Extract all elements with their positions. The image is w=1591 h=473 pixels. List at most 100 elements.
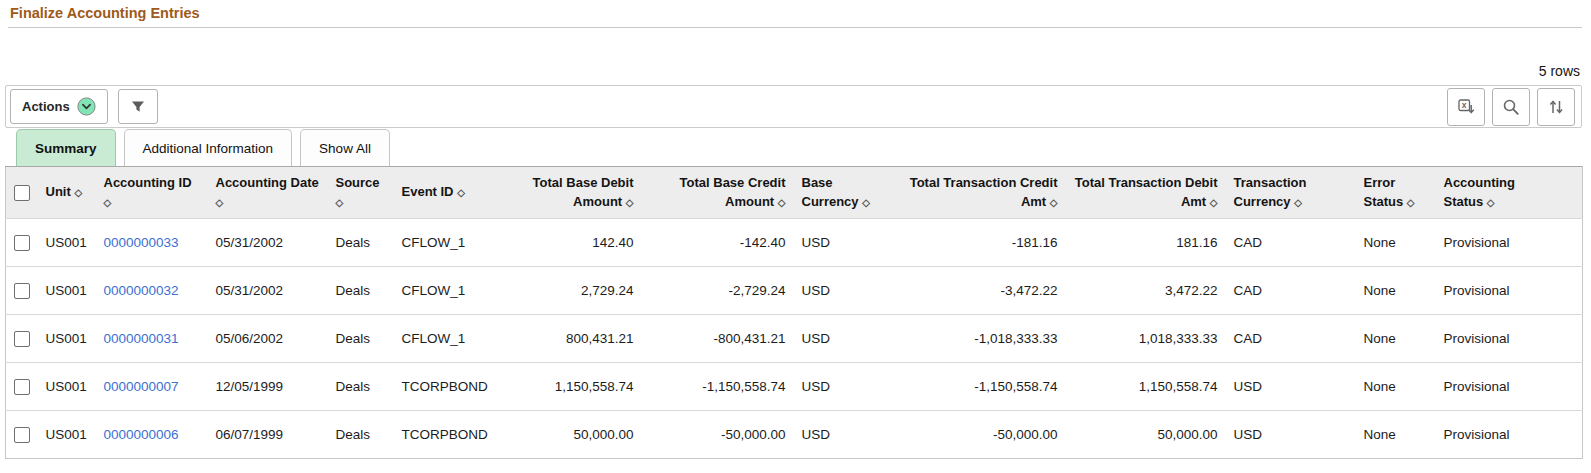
col-header-transaction-currency[interactable]: Transaction Currency ◇ bbox=[1226, 167, 1356, 219]
actions-button-label: Actions bbox=[22, 99, 70, 114]
cell-accounting-date: 06/07/1999 bbox=[208, 411, 328, 459]
sort-diamond-icon: ◇ bbox=[216, 197, 224, 208]
sort-diamond-icon: ◇ bbox=[1050, 197, 1058, 208]
cell-total-transaction-credit-amt: -1,150,558.74 bbox=[890, 363, 1066, 411]
cell-total-base-credit-amount: -50,000.00 bbox=[642, 411, 794, 459]
col-header-accounting-date[interactable]: Accounting Date ◇ bbox=[208, 167, 328, 219]
search-icon bbox=[1501, 97, 1521, 117]
row-select-checkbox[interactable] bbox=[14, 379, 30, 395]
cell-accounting-status: Provisional bbox=[1436, 267, 1560, 315]
col-header-base-currency[interactable]: Base Currency ◇ bbox=[794, 167, 890, 219]
row-select-checkbox[interactable] bbox=[14, 427, 30, 443]
cell-source: Deals bbox=[328, 363, 394, 411]
row-select-cell bbox=[6, 411, 38, 459]
filter-button[interactable] bbox=[118, 89, 158, 124]
cell-accounting-date: 05/31/2002 bbox=[208, 219, 328, 267]
col-header-error-status[interactable]: Error Status ◇ bbox=[1356, 167, 1436, 219]
row-select-checkbox[interactable] bbox=[14, 283, 30, 299]
sort-icon bbox=[1546, 97, 1566, 117]
search-button[interactable] bbox=[1492, 88, 1530, 126]
cell-accounting-status: Provisional bbox=[1436, 411, 1560, 459]
col-header-total-transaction-credit-amt[interactable]: Total Transaction Credit Amt ◇ bbox=[890, 167, 1066, 219]
row-select-cell bbox=[6, 267, 38, 315]
cell-accounting-id: 0000000006 bbox=[96, 411, 208, 459]
page-title: Finalize Accounting Entries bbox=[10, 5, 200, 21]
select-all-checkbox[interactable] bbox=[14, 185, 30, 201]
accounting-id-link[interactable]: 0000000006 bbox=[104, 427, 179, 442]
grid-tab-bar: SummaryAdditional InformationShow All bbox=[5, 129, 1582, 166]
cell-accounting-date: 12/05/1999 bbox=[208, 363, 328, 411]
cell-total-base-debit-amount: 50,000.00 bbox=[510, 411, 642, 459]
sort-diamond-icon: ◇ bbox=[778, 197, 786, 208]
grid-toolbar: Actions bbox=[5, 85, 1582, 128]
cell-total-transaction-credit-amt: -1,018,333.33 bbox=[890, 315, 1066, 363]
cell-event-id: TCORPBOND bbox=[394, 411, 510, 459]
row-select-checkbox[interactable] bbox=[14, 331, 30, 347]
col-header-accounting-id[interactable]: Accounting ID ◇ bbox=[96, 167, 208, 219]
title-divider bbox=[8, 27, 1582, 28]
sort-diamond-icon: ◇ bbox=[74, 187, 82, 198]
cell-error-status: None bbox=[1356, 411, 1436, 459]
table-header-row: Unit ◇Accounting ID ◇Accounting Date ◇So… bbox=[6, 167, 1583, 219]
cell-source: Deals bbox=[328, 411, 394, 459]
cell-error-status: None bbox=[1356, 315, 1436, 363]
export-grid-icon: x bbox=[1456, 97, 1476, 117]
cell-base-currency: USD bbox=[794, 267, 890, 315]
col-header-total-transaction-debit-amt[interactable]: Total Transaction Debit Amt ◇ bbox=[1066, 167, 1226, 219]
row-filler-cell bbox=[1560, 363, 1583, 411]
cell-total-transaction-credit-amt: -3,472.22 bbox=[890, 267, 1066, 315]
cell-error-status: None bbox=[1356, 267, 1436, 315]
accounting-id-link[interactable]: 0000000032 bbox=[104, 283, 179, 298]
cell-total-base-debit-amount: 2,729.24 bbox=[510, 267, 642, 315]
cell-total-transaction-credit-amt: -181.16 bbox=[890, 219, 1066, 267]
cell-accounting-date: 05/06/2002 bbox=[208, 315, 328, 363]
cell-total-base-debit-amount: 142.40 bbox=[510, 219, 642, 267]
accounting-id-link[interactable]: 0000000007 bbox=[104, 379, 179, 394]
col-header-accounting-status[interactable]: Accounting Status ◇ bbox=[1436, 167, 1560, 219]
cell-total-base-credit-amount: -1,150,558.74 bbox=[642, 363, 794, 411]
tab-additional-information[interactable]: Additional Information bbox=[124, 129, 293, 166]
accounting-entries-table: Unit ◇Accounting ID ◇Accounting Date ◇So… bbox=[5, 166, 1583, 459]
tab-summary[interactable]: Summary bbox=[16, 129, 116, 166]
cell-accounting-id: 0000000033 bbox=[96, 219, 208, 267]
cell-accounting-id: 0000000032 bbox=[96, 267, 208, 315]
cell-transaction-currency: USD bbox=[1226, 363, 1356, 411]
cell-base-currency: USD bbox=[794, 411, 890, 459]
sort-button[interactable] bbox=[1537, 88, 1575, 126]
sort-diamond-icon: ◇ bbox=[104, 197, 112, 208]
row-filler-cell bbox=[1560, 267, 1583, 315]
cell-unit: US001 bbox=[38, 315, 96, 363]
cell-source: Deals bbox=[328, 219, 394, 267]
cell-accounting-status: Provisional bbox=[1436, 219, 1560, 267]
cell-transaction-currency: CAD bbox=[1226, 267, 1356, 315]
accounting-id-link[interactable]: 0000000031 bbox=[104, 331, 179, 346]
chevron-down-circle-icon bbox=[77, 97, 96, 116]
cell-accounting-status: Provisional bbox=[1436, 315, 1560, 363]
cell-transaction-currency: CAD bbox=[1226, 219, 1356, 267]
cell-event-id: CFLOW_1 bbox=[394, 219, 510, 267]
cell-unit: US001 bbox=[38, 411, 96, 459]
col-header-event-id[interactable]: Event ID ◇ bbox=[394, 167, 510, 219]
row-filler-cell bbox=[1560, 219, 1583, 267]
actions-button[interactable]: Actions bbox=[10, 89, 108, 124]
col-header-total-base-debit-amount[interactable]: Total Base Debit Amount ◇ bbox=[510, 167, 642, 219]
cell-unit: US001 bbox=[38, 267, 96, 315]
cell-total-transaction-debit-amt: 3,472.22 bbox=[1066, 267, 1226, 315]
cell-accounting-date: 05/31/2002 bbox=[208, 267, 328, 315]
sort-diamond-icon: ◇ bbox=[1487, 197, 1495, 208]
cell-error-status: None bbox=[1356, 219, 1436, 267]
cell-total-transaction-debit-amt: 181.16 bbox=[1066, 219, 1226, 267]
cell-total-transaction-credit-amt: -50,000.00 bbox=[890, 411, 1066, 459]
cell-event-id: CFLOW_1 bbox=[394, 267, 510, 315]
export-grid-button[interactable]: x bbox=[1447, 88, 1485, 126]
col-header-unit[interactable]: Unit ◇ bbox=[38, 167, 96, 219]
cell-base-currency: USD bbox=[794, 363, 890, 411]
cell-total-transaction-debit-amt: 1,018,333.33 bbox=[1066, 315, 1226, 363]
row-select-checkbox[interactable] bbox=[14, 235, 30, 251]
cell-total-base-credit-amount: -142.40 bbox=[642, 219, 794, 267]
accounting-id-link[interactable]: 0000000033 bbox=[104, 235, 179, 250]
col-header-total-base-credit-amount[interactable]: Total Base Credit Amount ◇ bbox=[642, 167, 794, 219]
col-header-source[interactable]: Source ◇ bbox=[328, 167, 394, 219]
select-all-header-cell bbox=[6, 167, 38, 219]
tab-show-all[interactable]: Show All bbox=[300, 129, 390, 166]
